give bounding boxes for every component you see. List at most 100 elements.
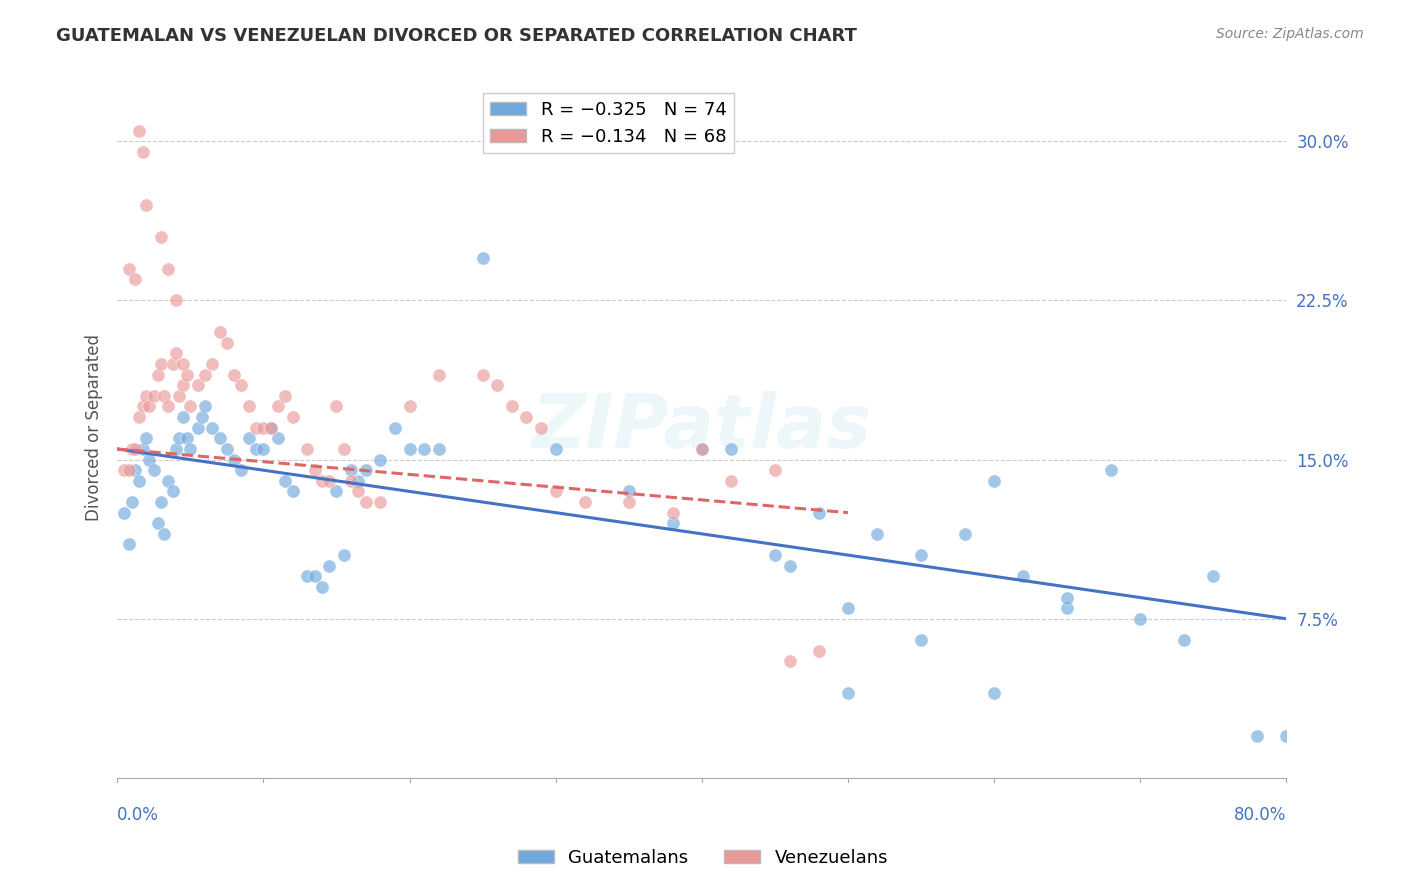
Point	[187, 421, 209, 435]
Point	[332, 442, 354, 456]
Point	[167, 431, 190, 445]
Point	[501, 400, 523, 414]
Point	[201, 421, 224, 435]
Point	[201, 357, 224, 371]
Point	[274, 474, 297, 488]
Point	[1056, 591, 1078, 605]
Point	[179, 400, 201, 414]
Point	[128, 410, 150, 425]
Point	[128, 123, 150, 137]
Point	[142, 463, 165, 477]
Point	[1275, 729, 1298, 743]
Point	[231, 378, 253, 392]
Point	[231, 463, 253, 477]
Point	[157, 474, 180, 488]
Text: ZIPatlas: ZIPatlas	[531, 392, 872, 464]
Point	[142, 389, 165, 403]
Point	[837, 686, 859, 700]
Point	[176, 368, 198, 382]
Point	[114, 506, 136, 520]
Point	[150, 229, 173, 244]
Point	[398, 442, 420, 456]
Point	[135, 389, 157, 403]
Point	[172, 357, 194, 371]
Point	[574, 495, 596, 509]
Point	[165, 293, 187, 308]
Point	[135, 431, 157, 445]
Point	[165, 346, 187, 360]
Point	[354, 495, 377, 509]
Point	[807, 506, 830, 520]
Point	[150, 357, 173, 371]
Point	[295, 442, 318, 456]
Point	[311, 580, 333, 594]
Point	[281, 410, 304, 425]
Point	[157, 400, 180, 414]
Point	[1246, 729, 1268, 743]
Point	[763, 548, 786, 562]
Point	[544, 484, 567, 499]
Point	[384, 421, 406, 435]
Point	[162, 484, 184, 499]
Point	[779, 654, 801, 668]
Point	[304, 463, 326, 477]
Point	[295, 569, 318, 583]
Point	[325, 484, 347, 499]
Point	[172, 410, 194, 425]
Point	[332, 548, 354, 562]
Point	[1099, 463, 1122, 477]
Point	[274, 389, 297, 403]
Point	[983, 686, 1005, 700]
Point	[128, 474, 150, 488]
Point	[215, 335, 238, 350]
Y-axis label: Divorced or Separated: Divorced or Separated	[86, 334, 103, 521]
Point	[172, 378, 194, 392]
Point	[486, 378, 509, 392]
Point	[167, 389, 190, 403]
Point	[124, 442, 146, 456]
Point	[238, 431, 260, 445]
Point	[347, 484, 370, 499]
Point	[153, 389, 176, 403]
Point	[325, 400, 347, 414]
Point	[176, 431, 198, 445]
Point	[779, 558, 801, 573]
Point	[252, 421, 274, 435]
Point	[515, 410, 537, 425]
Point	[398, 400, 420, 414]
Legend: R = −0.325   N = 74, R = −0.134   N = 68: R = −0.325 N = 74, R = −0.134 N = 68	[482, 94, 734, 153]
Point	[150, 495, 173, 509]
Point	[311, 474, 333, 488]
Point	[157, 261, 180, 276]
Point	[153, 527, 176, 541]
Legend: Guatemalans, Venezuelans: Guatemalans, Venezuelans	[510, 842, 896, 874]
Point	[866, 527, 889, 541]
Point	[121, 495, 143, 509]
Point	[1202, 569, 1225, 583]
Point	[132, 400, 155, 414]
Point	[304, 569, 326, 583]
Point	[162, 357, 184, 371]
Point	[118, 463, 141, 477]
Point	[124, 463, 146, 477]
Point	[617, 484, 640, 499]
Text: Source: ZipAtlas.com: Source: ZipAtlas.com	[1216, 27, 1364, 41]
Point	[121, 442, 143, 456]
Point	[763, 463, 786, 477]
Point	[368, 495, 391, 509]
Point	[245, 421, 267, 435]
Point	[124, 272, 146, 286]
Point	[530, 421, 553, 435]
Point	[194, 368, 217, 382]
Point	[1129, 612, 1152, 626]
Point	[118, 537, 141, 551]
Point	[318, 474, 340, 488]
Point	[807, 643, 830, 657]
Point	[114, 463, 136, 477]
Point	[617, 495, 640, 509]
Point	[1173, 633, 1195, 648]
Point	[661, 506, 683, 520]
Point	[118, 261, 141, 276]
Point	[471, 368, 494, 382]
Point	[720, 474, 742, 488]
